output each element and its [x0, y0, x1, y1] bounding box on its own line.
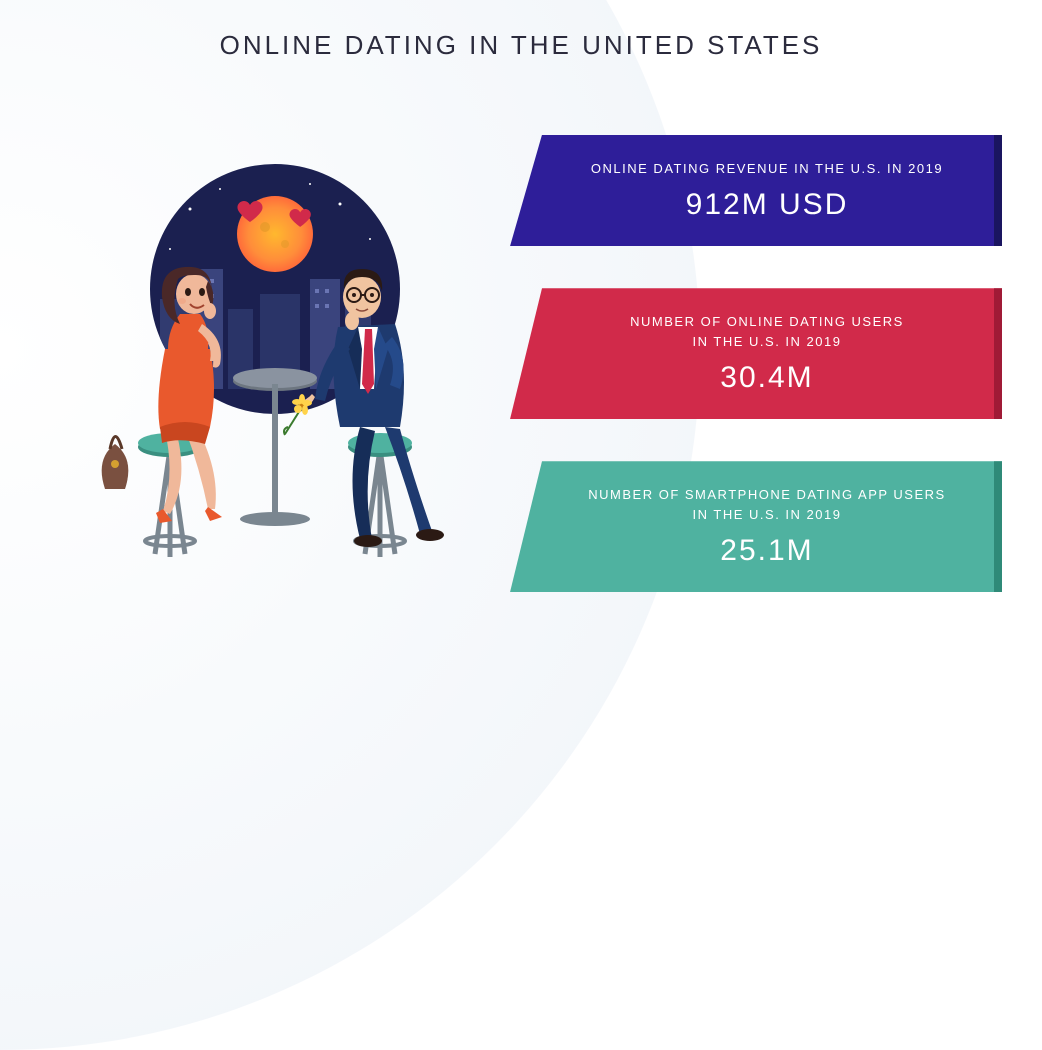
page-title: ONLINE DATING IN THE UNITED STATES	[0, 0, 1042, 61]
stat-value: 912M USD	[580, 188, 954, 222]
handbag	[102, 436, 129, 489]
stat-label: ONLINE DATING REVENUE IN THE U.S. IN 201…	[580, 159, 954, 179]
stat-card-revenue: ONLINE DATING REVENUE IN THE U.S. IN 201…	[510, 135, 1002, 247]
stat-label: NUMBER OF ONLINE DATING USERS IN THE U.S…	[580, 312, 954, 351]
stat-value: 30.4M	[580, 361, 954, 395]
stat-card-users: NUMBER OF ONLINE DATING USERS IN THE U.S…	[510, 288, 1002, 419]
stat-label: NUMBER OF SMARTPHONE DATING APP USERS IN…	[580, 485, 954, 524]
illustration-svg	[60, 149, 490, 579]
stat-card-app-users: NUMBER OF SMARTPHONE DATING APP USERS IN…	[510, 461, 1002, 592]
stats-column: ONLINE DATING REVENUE IN THE U.S. IN 201…	[490, 135, 1002, 593]
couple-illustration	[60, 149, 490, 579]
content-row: ONLINE DATING REVENUE IN THE U.S. IN 201…	[0, 61, 1042, 666]
stat-value: 25.1M	[580, 534, 954, 568]
